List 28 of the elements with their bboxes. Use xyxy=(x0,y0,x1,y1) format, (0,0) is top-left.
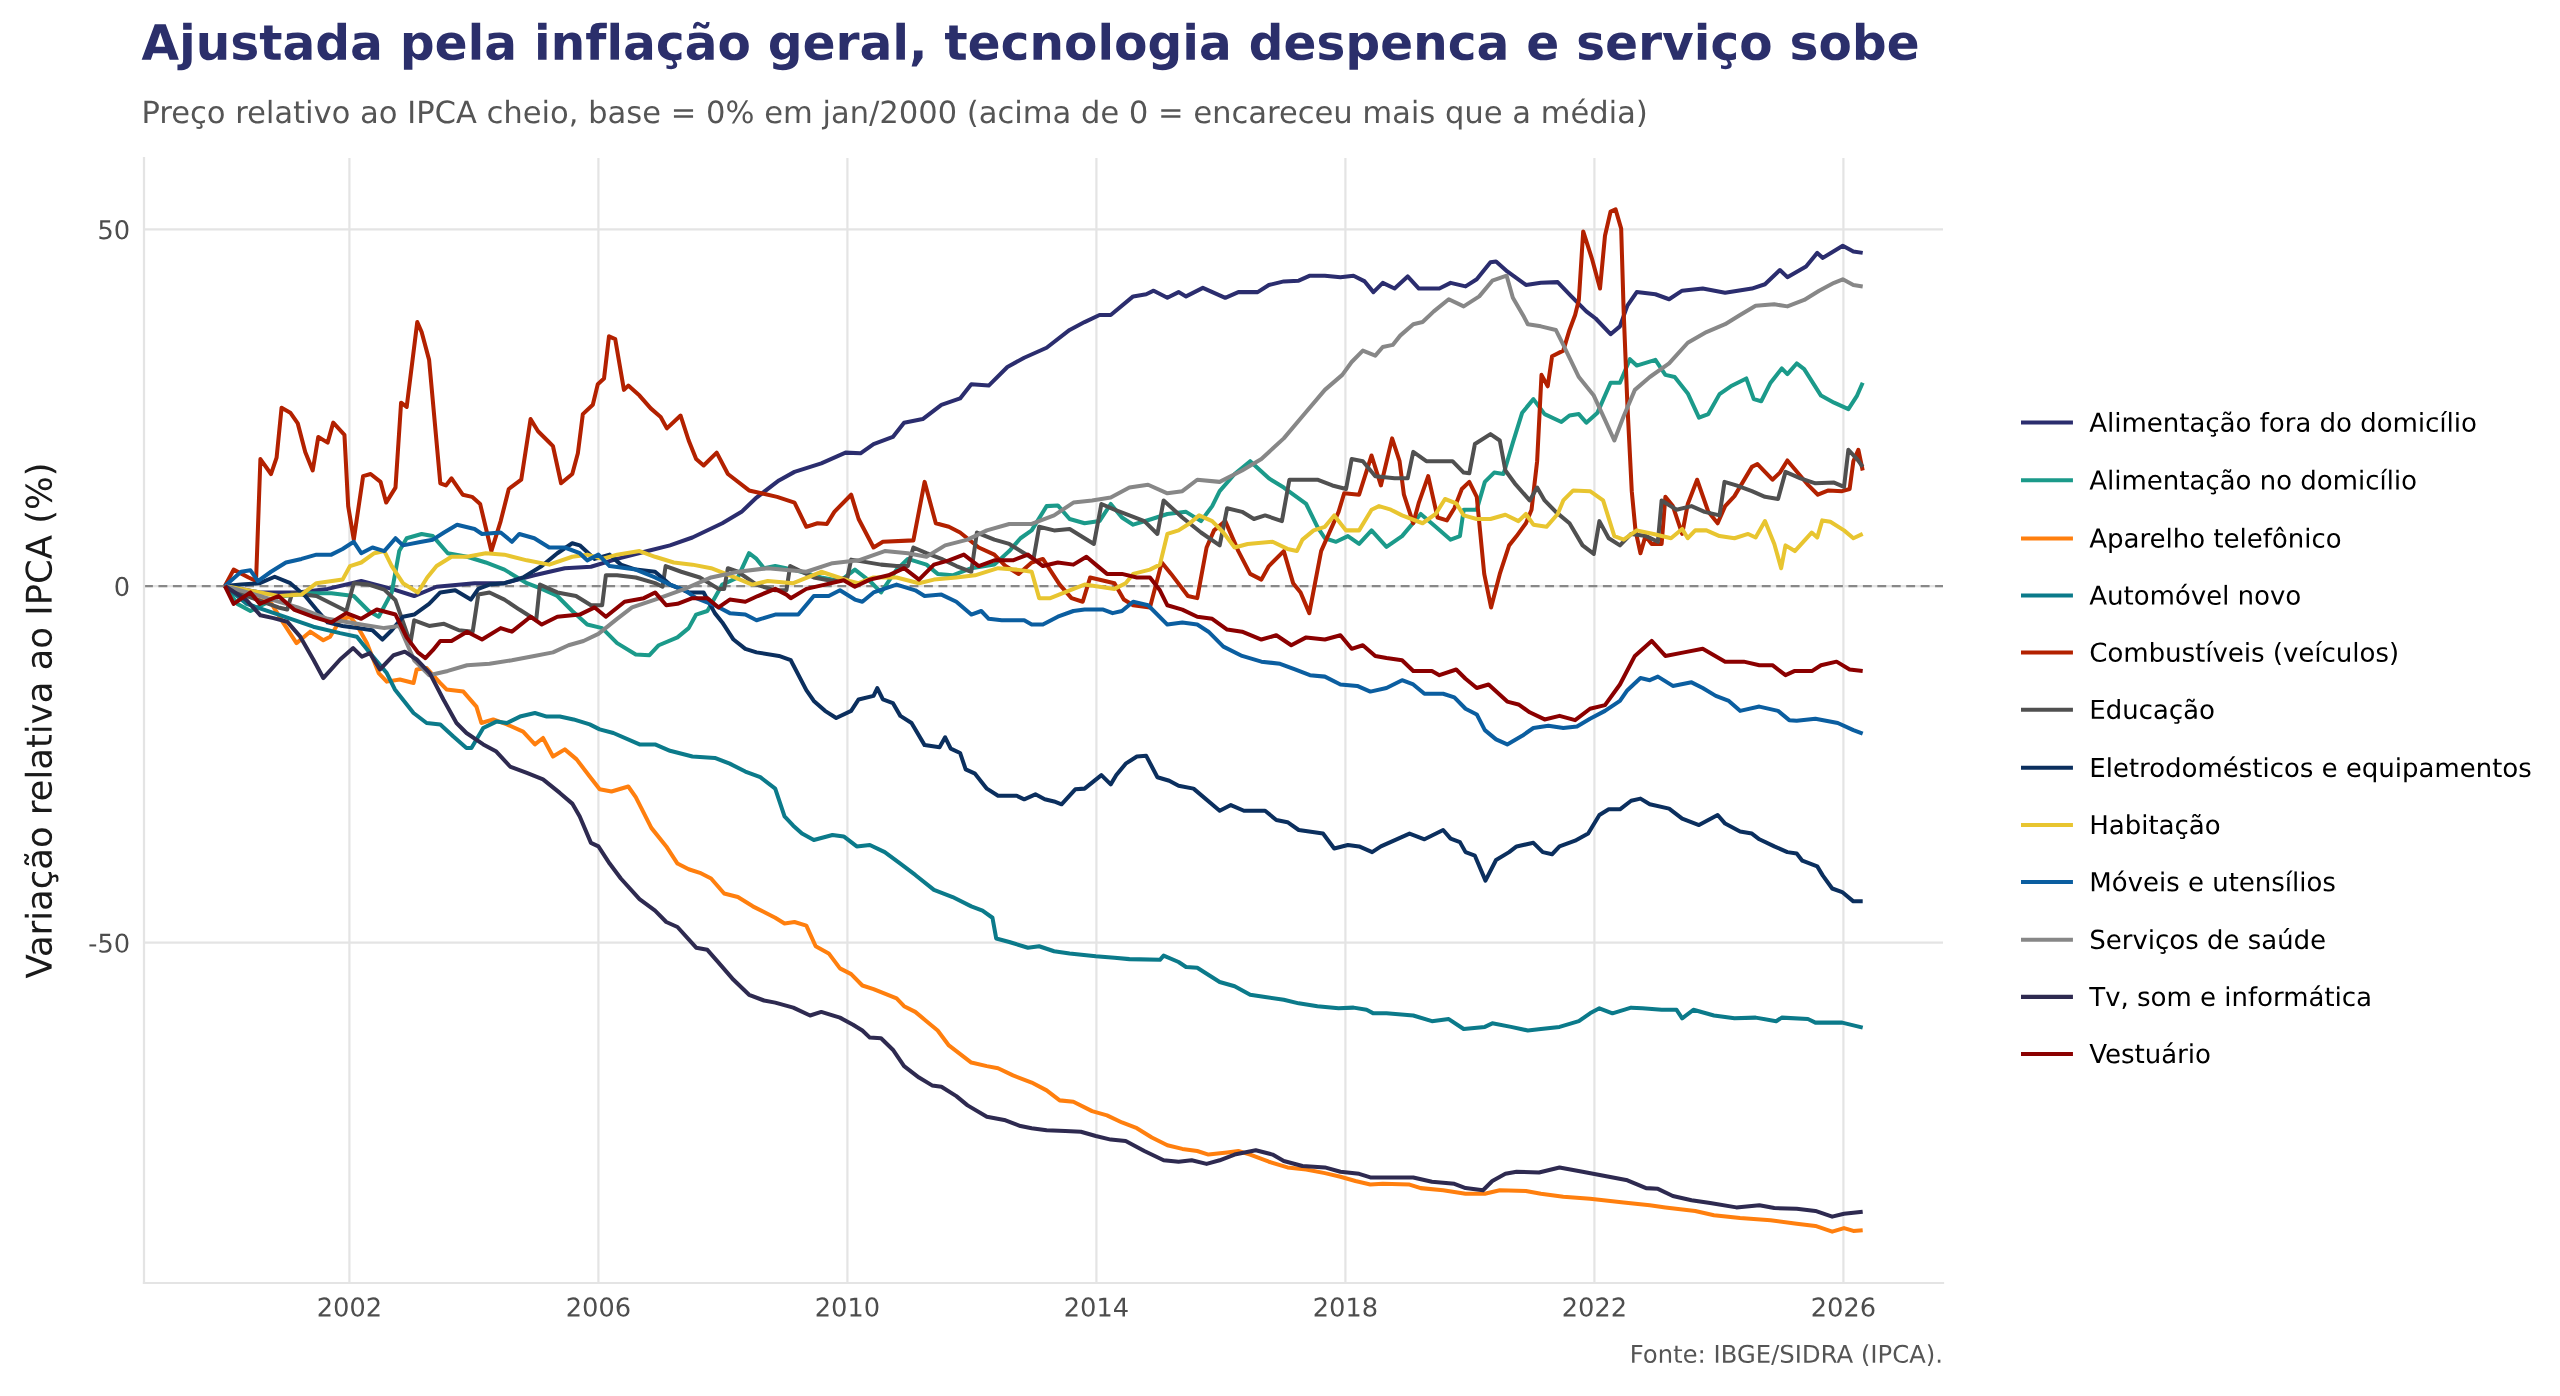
y-tick-label: 0 xyxy=(115,576,129,597)
legend-label: Educação xyxy=(2091,698,2214,724)
x-tick-label: 2010 xyxy=(816,1297,879,1317)
legend-label: Móveis e utensílios xyxy=(2091,870,2335,892)
line-series xyxy=(222,522,1865,747)
legend-label: Eletrodomésticos e equipamentos xyxy=(2091,756,2531,783)
legend-label: Serviços de saúde xyxy=(2091,928,2325,954)
line-series xyxy=(222,552,1865,723)
x-tick-label: 2018 xyxy=(1314,1297,1377,1317)
x-tick-label: 2022 xyxy=(1563,1297,1625,1317)
y-tick-label: -50 xyxy=(89,933,129,953)
legend-label: Combustíveis (veículos) xyxy=(2090,640,2397,666)
x-tick-label: 2002 xyxy=(318,1297,380,1317)
source-note: Fonte: IBGE/SIDRA (IPCA). xyxy=(1632,1344,1941,1366)
legend-label: Habitação xyxy=(2091,813,2220,840)
legend-label: Tv, som e informática xyxy=(2089,985,2370,1009)
legend-label: Alimentação fora do domicílio xyxy=(2089,410,2476,437)
legend-label: Vestuário xyxy=(2089,1042,2210,1064)
x-tick-label: 2006 xyxy=(567,1297,630,1317)
chart-subtitle: Preço relativo ao IPCA cheio, base = 0% em jan/2000 (acima de 0 = encareceu mais que a média) xyxy=(144,98,1646,130)
x-tick-label: 2014 xyxy=(1065,1297,1128,1317)
legend-label: Aparelho telefônico xyxy=(2089,526,2341,553)
legend-label: Alimentação no domicílio xyxy=(2089,468,2416,495)
x-tick-label: 2026 xyxy=(1812,1297,1875,1317)
y-tick-label: 50 xyxy=(99,220,129,240)
chart-title: Ajustada pela inflação geral, tecnologia despenca e serviço sobe xyxy=(141,21,1918,71)
legend-label: Automóvel novo xyxy=(2089,583,2300,605)
y-axis-title: Variação relativa ao IPCA (%) xyxy=(24,465,59,979)
